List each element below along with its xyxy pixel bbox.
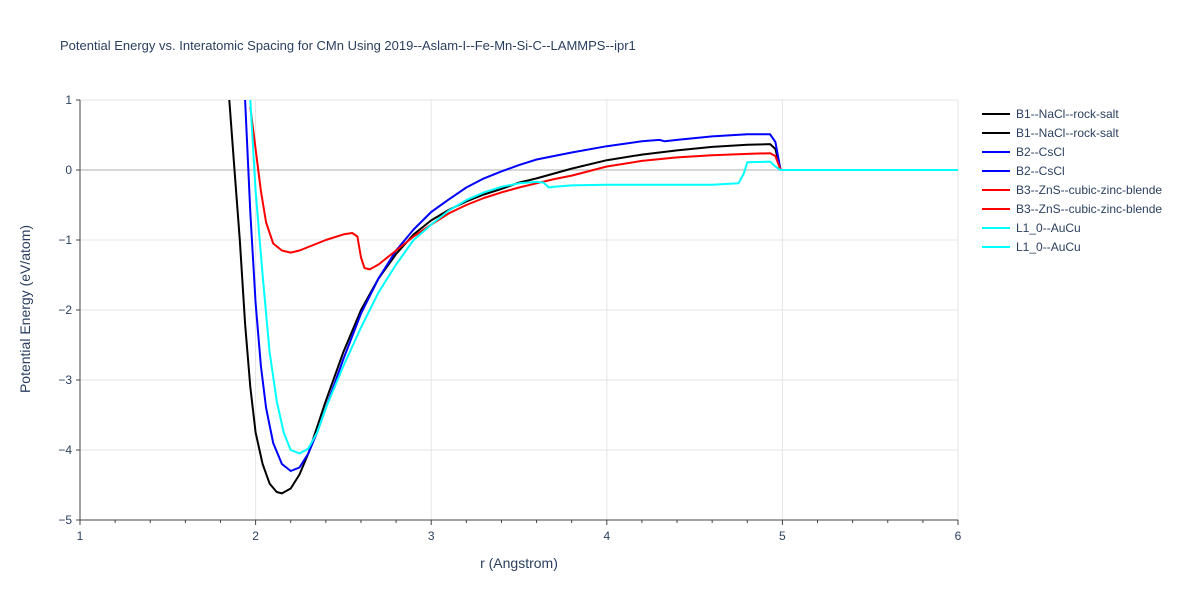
axes: 1 2 3 4 5 6 1 0 −1 −2 −3 −4 −5	[58, 93, 961, 543]
legend-label: B2--CsCl	[1016, 164, 1065, 178]
legend-item[interactable]: B2--CsCl	[982, 145, 1065, 159]
y-tick-label: 0	[65, 163, 72, 177]
y-tick-label: −3	[58, 373, 72, 387]
y-tick-label: −2	[58, 303, 72, 317]
series-layer	[228, 100, 958, 495]
series-line-3	[249, 100, 958, 455]
x-axis-title: r (Angstrom)	[480, 555, 558, 571]
legend-item[interactable]: B3--ZnS--cubic-zinc-blende	[982, 202, 1162, 216]
legend-label: L1_0--AuCu	[1016, 240, 1081, 254]
legend-label: B2--CsCl	[1016, 145, 1065, 159]
y-tick-label: 1	[65, 93, 72, 107]
series-line-1	[244, 100, 782, 472]
legend[interactable]: B1--NaCl--rock-salt B1--NaCl--rock-salt B2…	[982, 107, 1162, 254]
y-tick-label: −4	[58, 443, 72, 457]
x-tick-label: 6	[955, 529, 962, 543]
x-tick-label: 2	[252, 529, 259, 543]
chart-title: Potential Energy vs. Interatomic Spacing…	[60, 38, 636, 53]
y-tick-label: −1	[58, 233, 72, 247]
x-tick-label: 4	[603, 529, 610, 543]
legend-item[interactable]: L1_0--AuCu	[982, 221, 1081, 235]
x-tick-label: 1	[77, 529, 84, 543]
series-line-2	[249, 106, 782, 271]
legend-label: B3--ZnS--cubic-zinc-blende	[1016, 202, 1162, 216]
y-tick-label: −5	[58, 513, 72, 527]
legend-label: B1--NaCl--rock-salt	[1016, 107, 1119, 121]
grid	[80, 99, 959, 520]
legend-item[interactable]: L1_0--AuCu	[982, 240, 1081, 254]
legend-item[interactable]: B1--NaCl--rock-salt	[982, 107, 1119, 121]
legend-item[interactable]: B2--CsCl	[982, 164, 1065, 178]
legend-item[interactable]: B1--NaCl--rock-salt	[982, 126, 1119, 140]
legend-item[interactable]: B3--ZnS--cubic-zinc-blende	[982, 183, 1162, 197]
x-tick-label: 5	[779, 529, 786, 543]
legend-label: L1_0--AuCu	[1016, 221, 1081, 235]
legend-label: B3--ZnS--cubic-zinc-blende	[1016, 183, 1162, 197]
series-line-0	[228, 100, 782, 495]
x-tick-label: 3	[428, 529, 435, 543]
legend-label: B1--NaCl--rock-salt	[1016, 126, 1119, 140]
y-axis-title: Potential Energy (eV/atom)	[17, 225, 33, 393]
